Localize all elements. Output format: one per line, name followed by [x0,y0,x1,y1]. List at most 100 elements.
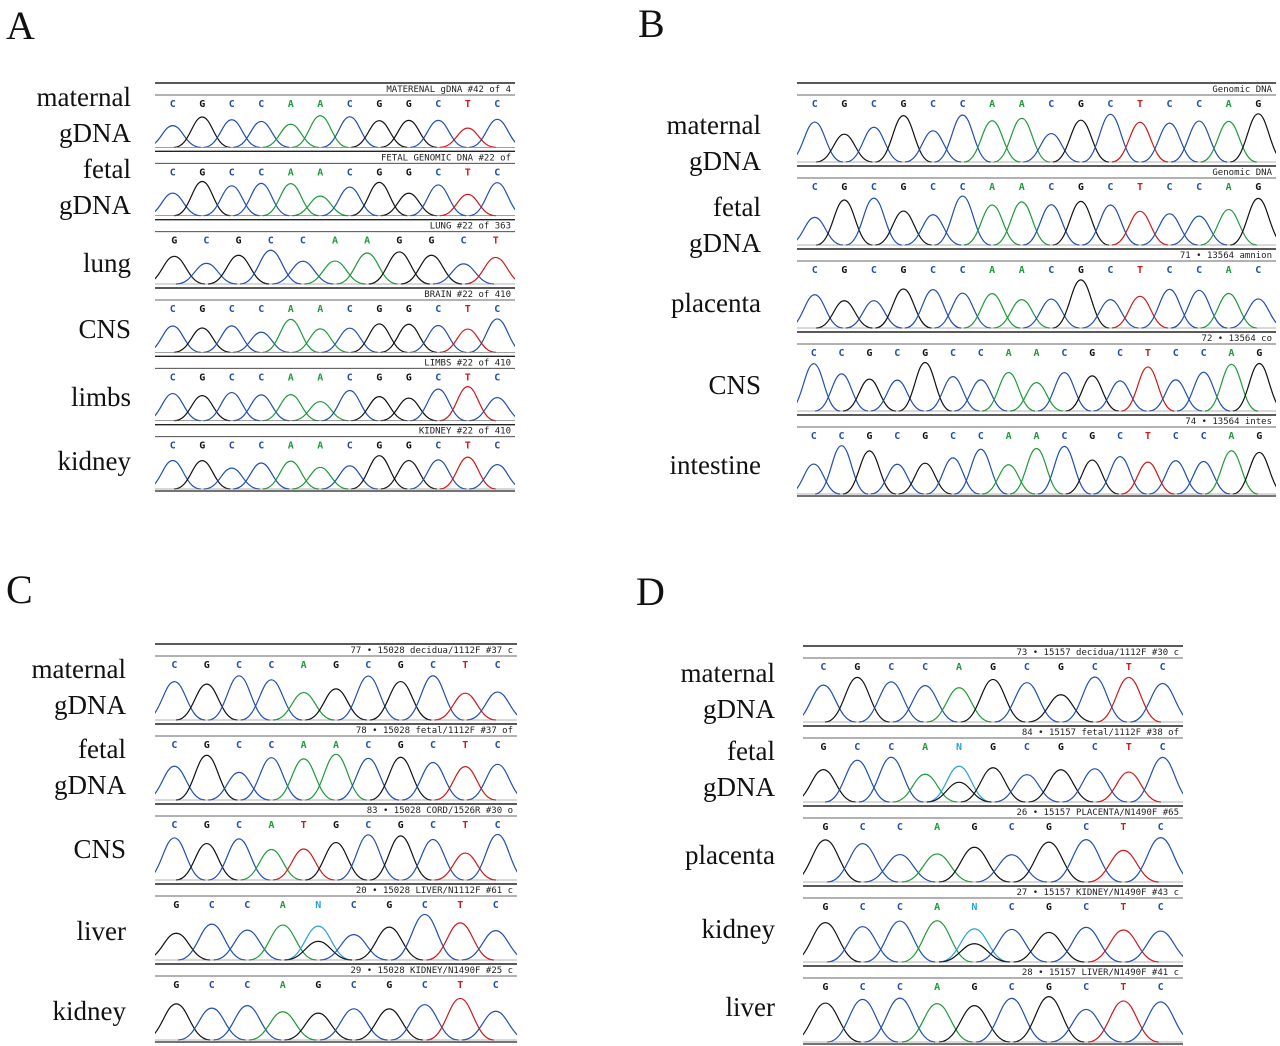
peak [827,926,899,963]
base-call: G [315,980,321,991]
label-a-kidney: kidney [57,446,132,476]
peak [155,765,206,801]
peak [369,756,432,801]
peak [439,386,496,422]
base-call: C [236,820,242,831]
base-call: C [897,902,903,913]
base-call: C [1024,742,1030,753]
base-call: A [288,441,294,452]
base-call: C [930,265,936,276]
peak [926,687,992,723]
track-a-4: BRAIN #22 of 410 C G C C A A C G G C T C [155,287,515,353]
peak [213,1005,282,1041]
base-call: C [1158,822,1164,833]
track-header: Genomic DNA [1212,168,1272,178]
base-call: T [465,441,471,452]
peak [1009,447,1064,495]
peak [1087,1000,1159,1043]
track-b-4: 72 • 13564 co C C G C G C C A A C G C T C C A G [797,331,1276,412]
base-call: G [386,900,392,911]
chromatogram-d: 73 • 15157 decidua/1112F #30 c C G C C A G C G C T… [803,645,1183,1045]
peak [380,459,437,490]
base-call: C [430,820,436,831]
peak [434,852,497,881]
peak [845,197,903,246]
peak [203,325,260,353]
peak [390,1004,459,1041]
base-call: T [465,99,471,110]
peak [1037,372,1091,412]
peak [797,294,843,329]
peak [1230,197,1276,246]
label-a-gdna-1: gDNA [59,118,131,148]
base-call: C [1107,99,1113,110]
base-call: A [1033,431,1039,442]
peak [177,1007,246,1041]
label-b-gdna-1: gDNA [689,146,761,176]
base-call: G [1089,348,1095,359]
base-call: N [971,902,977,913]
base-call: G [204,820,210,831]
peak [993,201,1050,246]
peak [1087,929,1159,963]
track-a-5: LIMBS #22 of 410 C G C C A A C G G C T C [155,355,515,422]
track-b-1: Genomic DNA C G C G C C A A C G C T C C A G [797,82,1276,163]
chromatogram-a: MATERENAL gDNA #42 of 4 C G C C A A C G G C T C FETAL… [155,82,515,492]
track-b-5: 74 • 13564 intes C C G C G C C A A C G C T C C A G [797,414,1276,495]
base-call: G [199,304,205,315]
peak [461,1010,517,1041]
peak [380,192,437,217]
peak [336,252,398,285]
base-call: C [812,99,818,110]
peak [321,389,378,422]
base-call: A [1019,265,1025,276]
base-call: A [332,236,338,247]
peak [434,766,497,801]
peak [1050,1008,1122,1043]
peak [284,940,352,961]
base-call: C [1173,431,1179,442]
base-call: G [1046,822,1052,833]
peak [1065,375,1119,412]
peak [355,926,424,961]
base-call: C [268,660,274,671]
base-call: C [1009,982,1015,993]
peak [469,464,515,490]
peak [466,691,517,721]
base-call: C [494,372,500,383]
peak [982,371,1036,412]
peak [976,928,1048,963]
track-header: 83 • 15028 CORD/1526R #30 o [367,806,513,816]
base-call: C [930,99,936,110]
peak [1062,676,1128,723]
base-call: A [934,902,940,913]
base-call: T [1120,822,1126,833]
base-call: C [1009,822,1015,833]
peak [213,929,282,961]
track-a-1: MATERENAL gDNA #42 of 4 C G C C A A C G G C T C [155,82,515,148]
base-call: C [930,182,936,193]
base-call: C [494,167,500,178]
peak [904,130,962,163]
base-call: C [493,980,499,991]
base-call: G [866,431,872,442]
peak [1141,288,1198,329]
base-call: C [820,662,826,673]
peak [203,467,260,490]
base-call: C [950,348,956,359]
base-call: C [209,980,215,991]
base-call: A [922,742,928,753]
label-a-limbs: limbs [70,382,131,412]
base-call: C [422,900,428,911]
base-call: C [960,99,966,110]
peak [292,401,349,422]
base-call: T [457,900,463,911]
peak [1200,120,1257,163]
track-header: 29 • 15028 KIDNEY/N1490F #25 c [350,966,513,976]
label-d-placenta: placenta [685,840,775,870]
label-d-maternal: maternal [680,658,775,688]
peak [858,681,924,723]
panel-letter-b: B [638,1,665,46]
base-call: C [897,982,903,993]
peak [1125,1001,1183,1043]
